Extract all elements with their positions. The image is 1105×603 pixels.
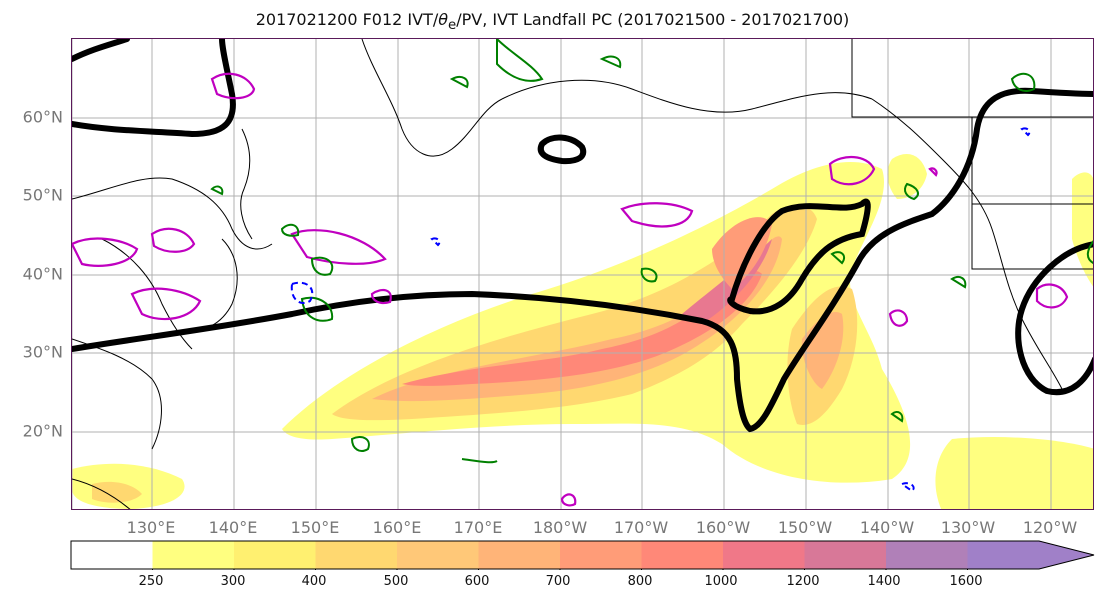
map-canvas — [72, 39, 1093, 509]
colorbar-segment — [886, 541, 968, 569]
lon-label-170w: 170°W — [613, 518, 669, 537]
colorbar-tick-250: 250 — [138, 574, 164, 589]
lon-label-160e: 160°E — [372, 518, 422, 537]
lon-label-170e: 170°E — [453, 518, 503, 537]
colorbar-segment — [315, 541, 398, 569]
colorbar-tick-300: 300 — [220, 574, 246, 589]
colorbar-segment — [152, 541, 235, 569]
colorbar-outline — [70, 540, 1095, 570]
colorbar-segment — [804, 541, 887, 569]
lon-label-180w: 180°W — [532, 518, 588, 537]
lon-label-120w: 120°W — [1022, 518, 1078, 537]
colorbar-segment — [967, 541, 1094, 569]
colorbar-segment — [478, 541, 561, 569]
lat-label-50n: 50°N — [22, 185, 63, 205]
colorbar-tick-1200: 1200 — [786, 574, 820, 589]
colorbar-segment — [71, 541, 153, 569]
colorbar-tick-1400: 1400 — [867, 574, 901, 589]
theta-contours — [210, 39, 1093, 464]
colorbar-segment — [397, 541, 479, 569]
lon-label-150e: 150°E — [290, 518, 340, 537]
lon-label-140w: 140°W — [859, 518, 915, 537]
colorbar-tick-1000: 1000 — [704, 574, 738, 589]
colorbar-tick-500: 500 — [383, 574, 409, 589]
colorbar-segment — [641, 541, 724, 569]
colorbar-tick-600: 600 — [464, 574, 490, 589]
colorbar — [70, 540, 1095, 570]
chart-title: 2017021200 F012 IVT/θe/PV, IVT Landfall … — [255, 10, 850, 34]
lon-label-140e: 140°E — [208, 518, 258, 537]
lon-label-130w: 130°W — [940, 518, 996, 537]
lon-label-150w: 150°W — [777, 518, 833, 537]
colorbar-segment — [560, 541, 642, 569]
colorbar-segment — [723, 541, 805, 569]
colorbar-tick-1600: 1600 — [949, 574, 983, 589]
lat-label-60n: 60°N — [22, 107, 63, 127]
colorbar-segment — [234, 541, 316, 569]
graticule — [72, 39, 1093, 509]
lon-label-160w: 160°W — [695, 518, 751, 537]
landfall-pc-contour — [72, 39, 1093, 433]
map-panel — [71, 38, 1094, 510]
lat-label-20n: 20°N — [22, 421, 63, 441]
negative-contours — [290, 127, 1031, 493]
colorbar-tick-700: 700 — [545, 574, 571, 589]
coastlines — [72, 39, 1093, 509]
lat-label-40n: 40°N — [22, 264, 63, 284]
lat-label-30n: 30°N — [22, 342, 63, 362]
colorbar-tick-800: 800 — [627, 574, 653, 589]
lon-label-130e: 130°E — [126, 518, 176, 537]
pv-contours — [72, 72, 1069, 507]
colorbar-tick-400: 400 — [301, 574, 327, 589]
